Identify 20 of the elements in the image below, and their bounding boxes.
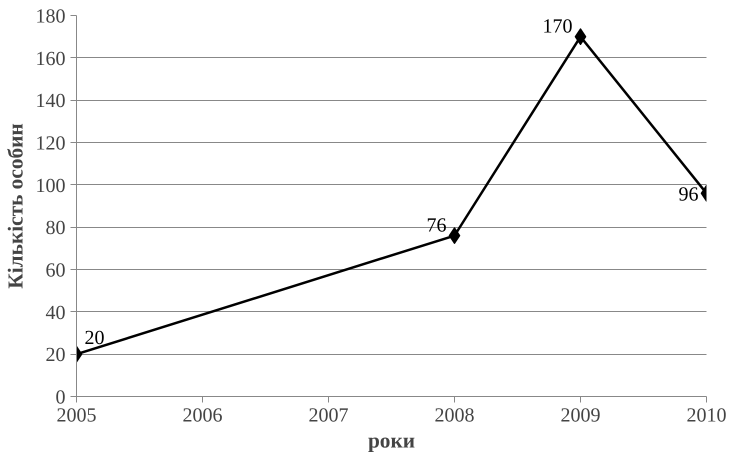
y-tick-label: 140 <box>36 90 66 112</box>
data-label: 96 <box>678 183 698 206</box>
data-label: 76 <box>426 214 446 237</box>
y-tick-label: 160 <box>36 48 66 70</box>
x-axis-title: роки <box>368 428 416 452</box>
y-tick-label: 60 <box>46 260 66 282</box>
x-tick-label: 2009 <box>560 404 600 426</box>
y-axis-title: Кількість особин <box>4 123 28 289</box>
data-label: 170 <box>542 16 572 38</box>
data-label: 20 <box>84 327 104 350</box>
x-tick-label: 2007 <box>308 404 348 426</box>
x-tick-label: 2006 <box>182 404 222 426</box>
y-tick-label: 100 <box>36 174 66 197</box>
y-tick-label: 120 <box>36 132 66 154</box>
y-tick-label: 80 <box>46 217 66 240</box>
x-tick-label: 2010 <box>686 404 726 426</box>
y-tick-label: 20 <box>46 344 66 366</box>
x-tick-label: 2008 <box>434 404 474 426</box>
y-tick-label: 180 <box>36 6 66 28</box>
y-tick-label: 40 <box>46 302 66 324</box>
